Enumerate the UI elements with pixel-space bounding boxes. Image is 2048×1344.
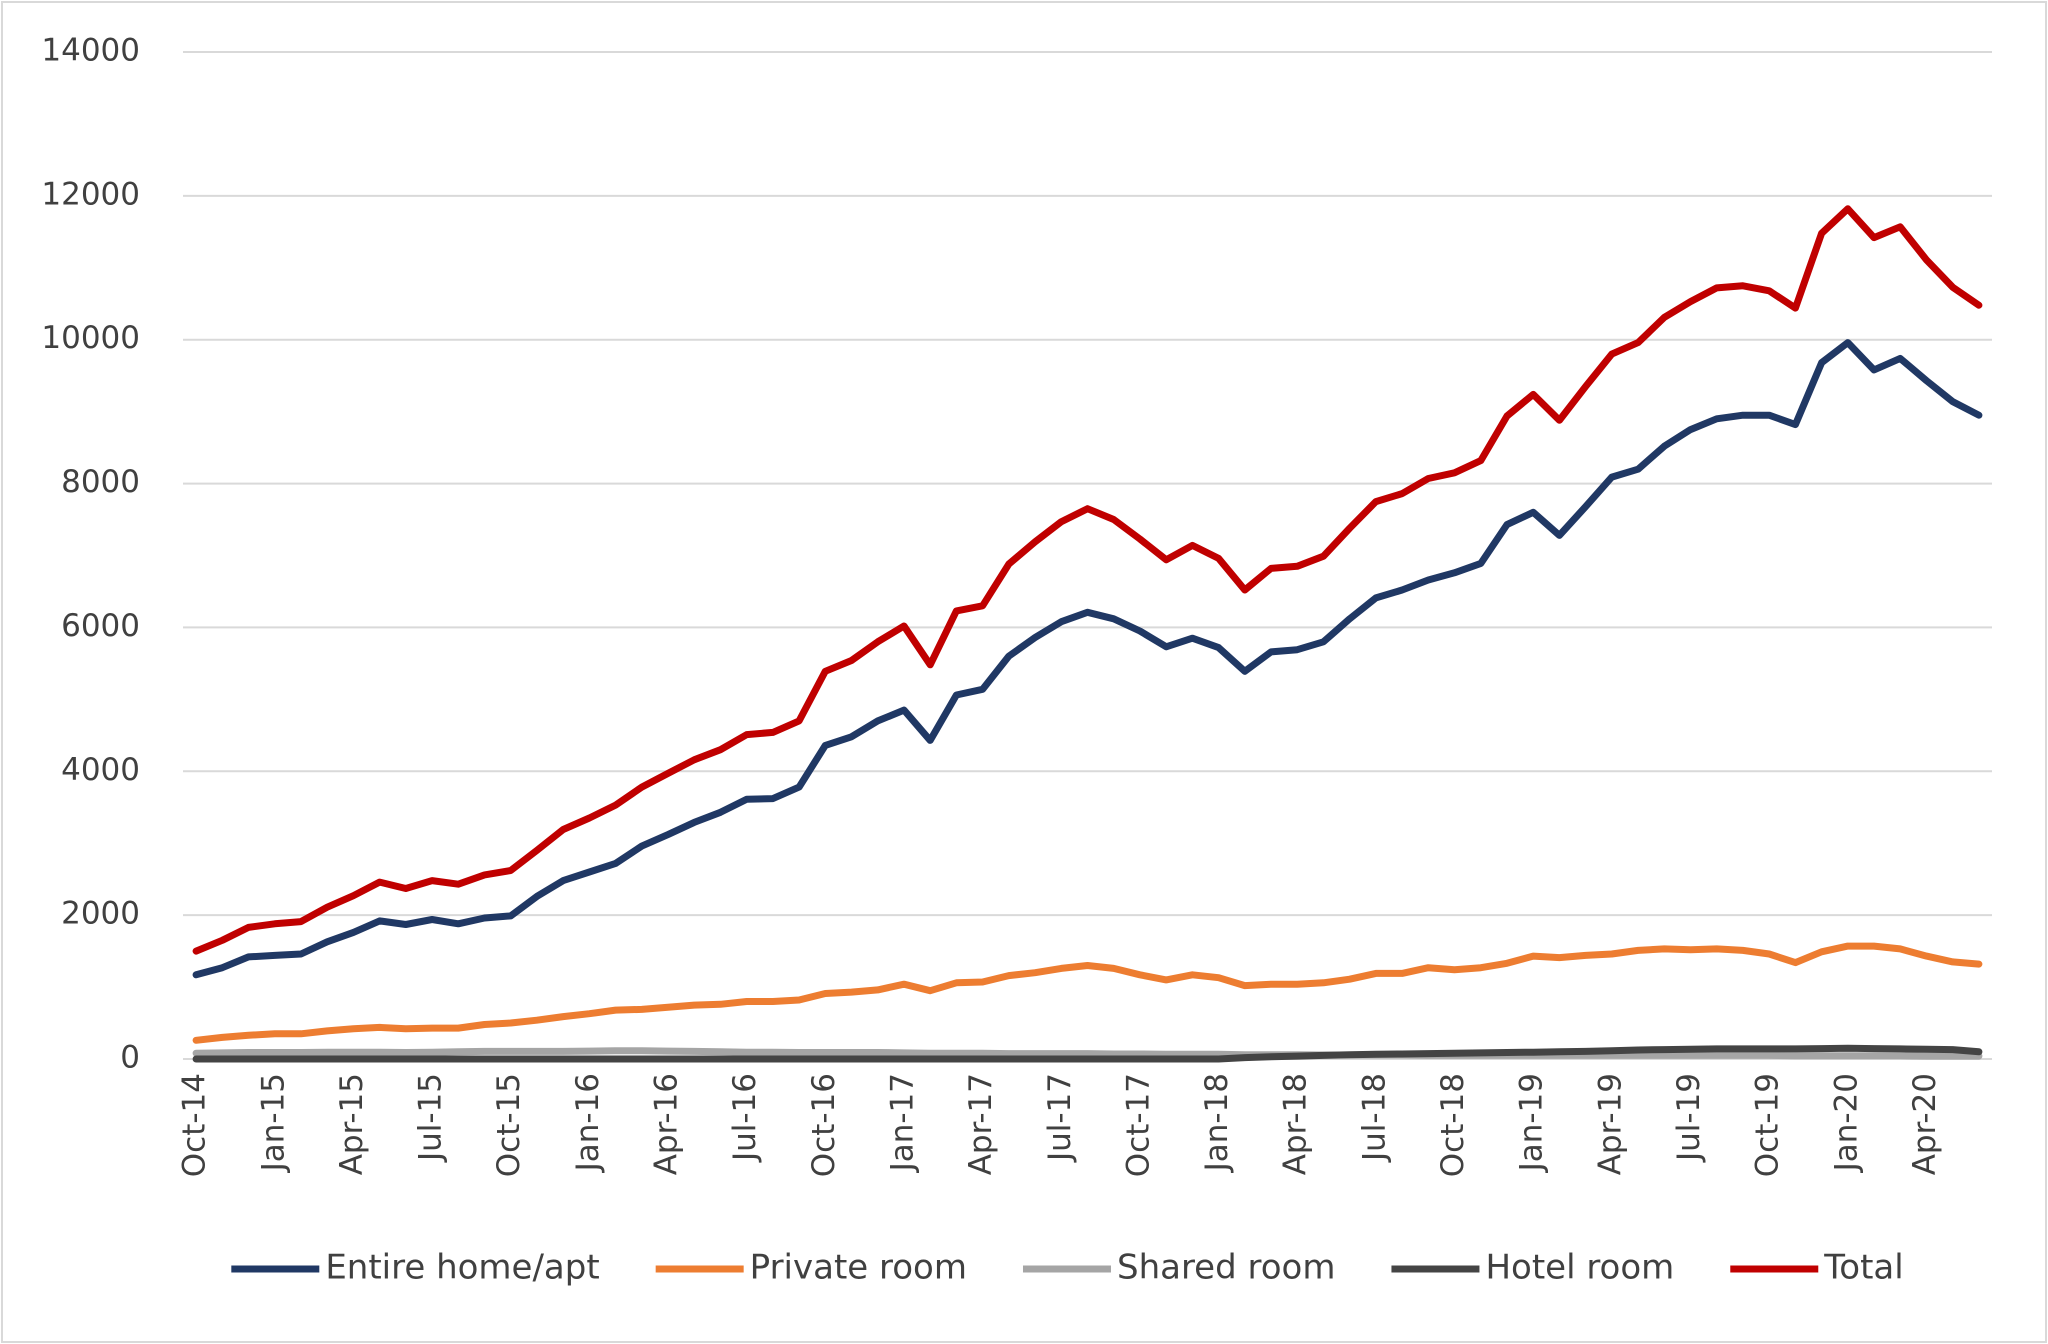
x-tick-label: Oct-17 (1120, 1073, 1156, 1177)
x-tick-label: Oct-16 (806, 1073, 842, 1177)
y-tick-label: 12000 (41, 176, 140, 212)
y-tick-label: 6000 (61, 608, 140, 644)
x-tick-label: Jan-18 (1199, 1073, 1235, 1173)
y-tick-label: 4000 (61, 752, 140, 788)
series-line (192, 339, 1983, 979)
x-tick-label: Jan-19 (1514, 1073, 1550, 1173)
x-tick-label: Jan-16 (570, 1073, 606, 1173)
legend-item: Entire home/apt (231, 1248, 600, 1288)
y-tick-label: 8000 (61, 464, 140, 500)
legend-item: Private room (655, 1248, 967, 1288)
x-tick-label: Apr-20 (1907, 1073, 1943, 1175)
legend-label: Private room (750, 1248, 967, 1288)
series-line (192, 942, 1983, 1044)
y-tick-label: 14000 (41, 33, 140, 69)
legend-item: Total (1730, 1248, 1904, 1288)
legend-label: Shared room (1117, 1248, 1335, 1288)
y-tick-label: 10000 (41, 320, 140, 356)
x-tick-label: Apr-19 (1592, 1073, 1628, 1175)
x-tick-label: Jul-16 (727, 1073, 763, 1163)
x-tick-label: Oct-14 (177, 1073, 213, 1177)
x-tick-label: Apr-18 (1278, 1073, 1314, 1175)
legend-label: Entire home/apt (325, 1248, 599, 1288)
x-tick-label: Oct-18 (1435, 1073, 1471, 1177)
x-tick-label: Jul-17 (1042, 1073, 1078, 1163)
legend-item: Shared room (1022, 1248, 1335, 1288)
y-tick-label: 2000 (61, 896, 140, 932)
series-line (192, 1044, 1983, 1063)
x-tick-label: Apr-16 (649, 1073, 685, 1175)
y-tick-label: 0 (120, 1040, 140, 1076)
series-line (192, 205, 1983, 955)
x-tick-label: Jul-15 (413, 1073, 449, 1163)
x-tick-label: Jan-15 (255, 1073, 291, 1173)
x-tick-label: Oct-15 (491, 1073, 527, 1177)
series-line (192, 1047, 1983, 1060)
legend-label: Total (1823, 1248, 1903, 1288)
x-tick-label: Apr-17 (963, 1073, 999, 1175)
x-tick-label: Jul-19 (1671, 1073, 1707, 1163)
x-tick-label: Jan-20 (1828, 1073, 1864, 1173)
legend: Entire home/apt Private room Shared room Ho… (231, 1248, 1904, 1288)
x-tick-label: Jul-18 (1356, 1073, 1392, 1163)
x-tick-label: Jan-17 (884, 1073, 920, 1173)
x-tick-label: Apr-15 (334, 1073, 370, 1175)
legend-label: Hotel room (1485, 1248, 1674, 1288)
x-tick-label: Oct-19 (1750, 1073, 1786, 1177)
legend-item: Hotel room (1391, 1248, 1674, 1288)
